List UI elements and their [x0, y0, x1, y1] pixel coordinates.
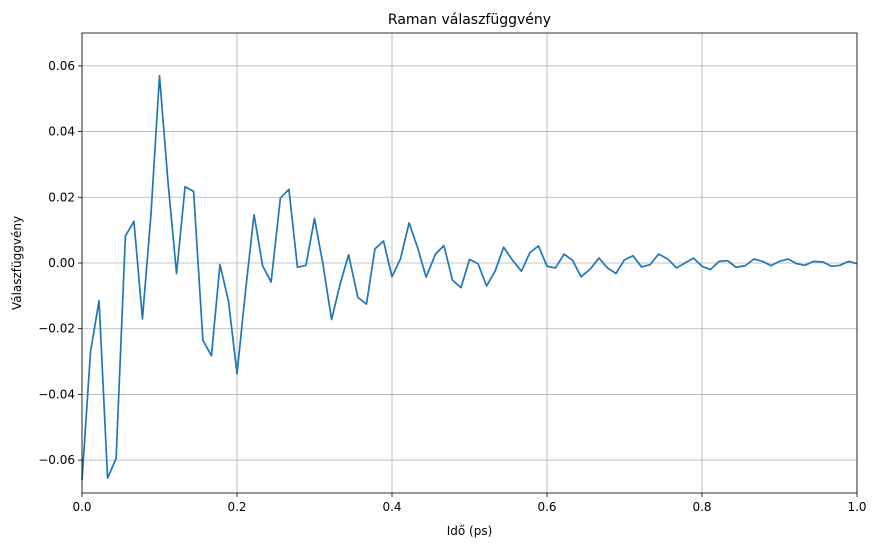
x-tick-label: 1.0	[847, 500, 866, 514]
y-tick-label: 0.02	[48, 190, 75, 204]
y-tick-label: 0.04	[48, 125, 75, 139]
y-tick-label: −0.02	[38, 322, 75, 336]
x-tick-label: 0.0	[72, 500, 91, 514]
series-layer	[81, 74, 858, 480]
x-tick-label: 0.4	[382, 500, 401, 514]
series-line	[81, 74, 858, 480]
chart-title: Raman válaszfüggvény	[388, 12, 551, 28]
y-tick-label: 0.06	[48, 59, 75, 73]
x-axis: 0.0 0.2 0.4 0.6 0.8 1.0	[72, 493, 867, 514]
x-axis-label: Idő (ps)	[447, 524, 493, 538]
x-tick-label: 0.2	[227, 500, 246, 514]
x-tick-label: 0.8	[692, 500, 711, 514]
y-tick-label: −0.06	[38, 453, 75, 467]
y-tick-label: 0.00	[48, 256, 75, 270]
x-tick-label: 0.6	[537, 500, 556, 514]
grid	[81, 33, 858, 493]
y-tick-label: −0.04	[38, 387, 75, 401]
y-axis-label: Válaszfüggvény	[10, 216, 24, 310]
y-axis: −0.06 −0.04 −0.02 0.00 0.02 0.04 0.06	[38, 59, 82, 467]
